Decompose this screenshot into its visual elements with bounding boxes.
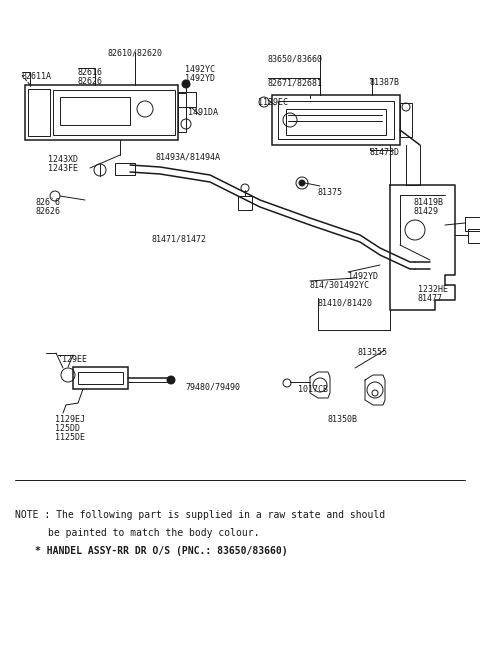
Text: 81419B: 81419B (413, 198, 443, 207)
Text: 1243XD: 1243XD (48, 155, 78, 164)
Text: 1492YD: 1492YD (348, 272, 378, 281)
Bar (278, 101, 394, 139)
Text: 81410/81420: 81410/81420 (318, 298, 373, 307)
Text: 82626: 82626 (35, 207, 60, 216)
Text: 83650/83660: 83650/83660 (267, 55, 323, 64)
Bar (28, 89, 50, 136)
Text: 1129EJ: 1129EJ (55, 415, 85, 424)
Bar (25, 85, 178, 140)
Text: 81350B: 81350B (328, 415, 358, 424)
Text: 81429: 81429 (413, 207, 438, 216)
Text: 82611A: 82611A (22, 72, 52, 81)
Text: 82610/82620: 82610/82620 (108, 48, 163, 57)
Text: 1129EC: 1129EC (258, 98, 288, 107)
Bar (178, 92, 196, 107)
Text: 81375: 81375 (318, 188, 343, 197)
Text: 81493A/81494A: 81493A/81494A (155, 152, 220, 161)
Circle shape (182, 80, 190, 88)
Text: 125DD: 125DD (55, 424, 80, 433)
Text: 79480/79490: 79480/79490 (185, 383, 240, 392)
Bar (468, 229, 480, 243)
Text: 1491DA: 1491DA (188, 108, 218, 117)
Text: 1017CB: 1017CB (298, 385, 328, 394)
Bar (60, 97, 130, 125)
Text: 814/301492YC: 814/301492YC (310, 281, 370, 290)
Bar (238, 196, 252, 210)
Bar (115, 163, 135, 175)
Text: 81473D: 81473D (370, 148, 400, 157)
Circle shape (299, 180, 305, 186)
Text: 82626: 82626 (78, 77, 103, 86)
Text: 1492YD: 1492YD (185, 74, 215, 83)
Text: NOTE : The following part is supplied in a raw state and should: NOTE : The following part is supplied in… (15, 510, 385, 520)
Bar (286, 109, 386, 135)
Text: 813555: 813555 (358, 348, 388, 357)
Text: 82616: 82616 (78, 68, 103, 77)
Bar (73, 367, 128, 389)
Text: 826`6: 826`6 (35, 198, 60, 207)
Text: 81387B: 81387B (370, 78, 400, 87)
Bar (78, 372, 123, 384)
Text: be painted to match the body colour.: be painted to match the body colour. (48, 528, 260, 538)
Bar (53, 90, 175, 135)
Text: 1492YC: 1492YC (185, 65, 215, 74)
Bar (272, 95, 400, 145)
Text: 1243FE: 1243FE (48, 164, 78, 173)
Text: 1125DE: 1125DE (55, 433, 85, 442)
Bar (465, 217, 480, 231)
Text: * HANDEL ASSY-RR DR O/S (PNC.: 83650/83660): * HANDEL ASSY-RR DR O/S (PNC.: 83650/836… (35, 546, 288, 556)
Text: 82671/82681: 82671/82681 (268, 78, 323, 87)
Text: 81471/81472: 81471/81472 (152, 235, 207, 244)
Text: '129EE: '129EE (58, 355, 88, 364)
Bar (178, 93, 186, 132)
Circle shape (167, 376, 175, 384)
Text: 81477: 81477 (418, 294, 443, 303)
Bar (400, 103, 412, 137)
Text: 1232HE: 1232HE (418, 285, 448, 294)
